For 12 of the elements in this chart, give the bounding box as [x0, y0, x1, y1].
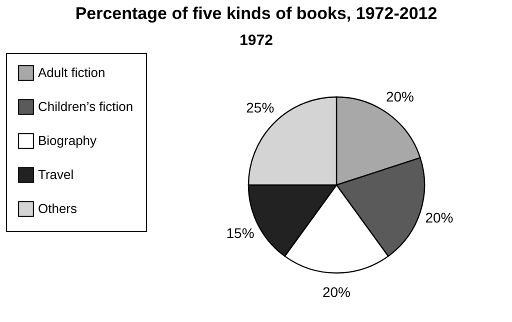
data-label: 15%	[226, 225, 254, 242]
legend-label: Others	[38, 201, 78, 216]
legend-label: Travel	[38, 167, 74, 182]
data-label: 25%	[246, 100, 274, 116]
data-label: 20%	[386, 88, 414, 105]
legend-label: Biography	[38, 133, 98, 148]
legend-label: Children’s fiction	[38, 99, 134, 114]
data-label: 20%	[425, 209, 454, 226]
chart-title: Percentage of five kinds of books, 1972-2012	[75, 4, 438, 23]
data-label: 20%	[322, 284, 351, 300]
chart-subtitle: 1972	[240, 32, 273, 49]
legend-label: Adult fiction	[38, 65, 106, 80]
